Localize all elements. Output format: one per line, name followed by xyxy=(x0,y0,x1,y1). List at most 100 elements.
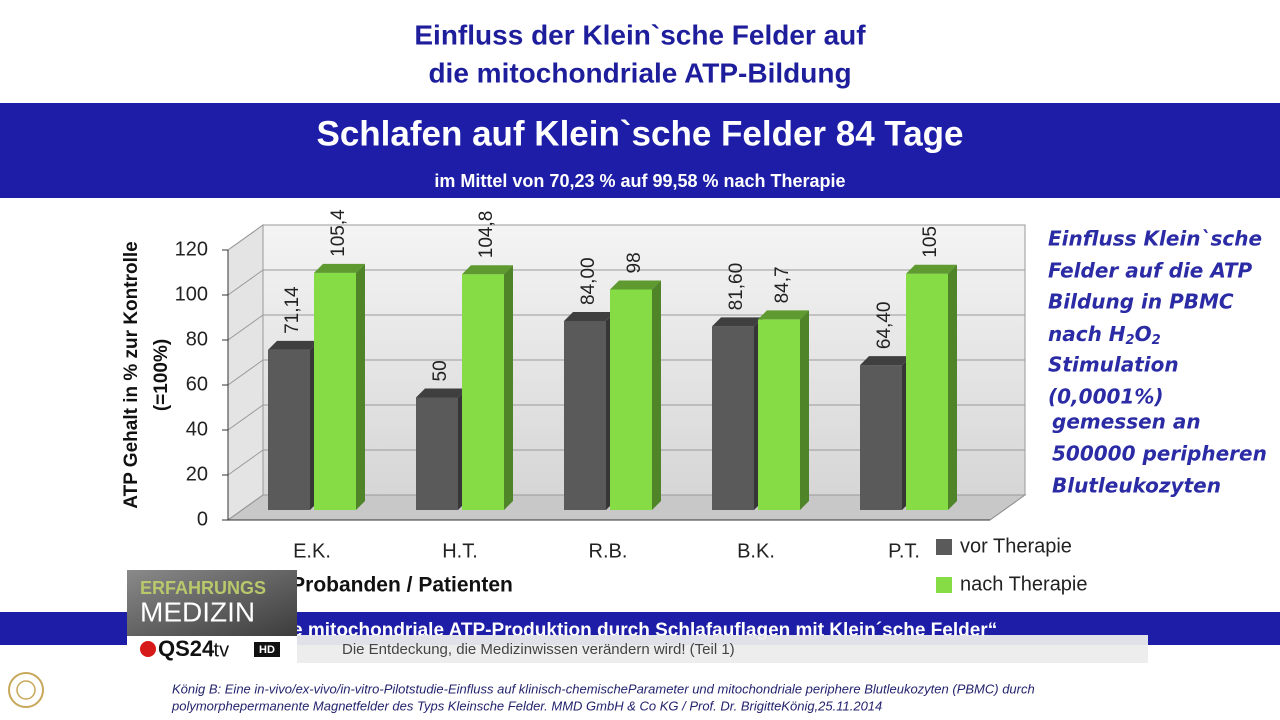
bar-front xyxy=(314,272,356,510)
emblem-core xyxy=(16,680,36,700)
note-line: Felder auf die ATP xyxy=(1048,259,1253,283)
bar-top xyxy=(758,310,809,320)
bar-side xyxy=(948,264,957,510)
logo-line2: MEDIZIN xyxy=(140,596,255,627)
bar-front xyxy=(860,365,902,510)
value-label: 105,4 xyxy=(328,209,349,257)
bar-top xyxy=(314,263,365,273)
bar xyxy=(860,356,911,510)
emblem-ring xyxy=(8,672,44,708)
value-label: 64,40 xyxy=(874,302,895,350)
note-line: Blutleukozyten xyxy=(1052,474,1221,498)
y-tick-label: 100 xyxy=(175,283,208,305)
bar-front xyxy=(610,289,652,510)
banner-title: Schlafen auf Klein`sche Felder 84 Tage xyxy=(316,114,963,153)
value-label: 81,60 xyxy=(726,263,747,311)
bar-top xyxy=(610,280,661,290)
x-tick-label: P.T. xyxy=(888,540,920,562)
bar-front xyxy=(906,273,948,510)
note-line: gemessen an xyxy=(1052,410,1201,434)
title: die mitochondriale ATP-Bildung xyxy=(428,57,851,88)
note-line: (0,0001%) xyxy=(1048,385,1164,409)
formula-part: O xyxy=(1135,322,1152,346)
logo-brand: QS24 xyxy=(158,636,215,661)
note-line: Stimulation xyxy=(1048,353,1179,377)
badge-box xyxy=(254,642,280,657)
value-label: 84,00 xyxy=(578,257,599,305)
bar xyxy=(906,264,957,510)
y-tick-label: 20 xyxy=(186,463,208,485)
bar-front xyxy=(564,321,606,510)
y-tick-label: 120 xyxy=(175,238,208,260)
banner xyxy=(0,103,1280,198)
bar-top xyxy=(906,264,957,274)
bar-top xyxy=(462,265,513,275)
bar-top xyxy=(416,388,467,398)
legend-swatch xyxy=(936,577,952,593)
channel-logo: ERFAHRUNGS MEDIZIN QS24 .tv HD xyxy=(127,570,297,663)
note-line: Bildung in PBMC xyxy=(1048,290,1234,314)
legend-label: nach Therapie xyxy=(960,573,1088,595)
y-tick-label: 0 xyxy=(197,508,208,530)
emblem xyxy=(8,672,44,708)
note-line: Einfluss Klein`sche xyxy=(1048,227,1262,251)
bar-top xyxy=(712,317,763,327)
caption: Die Entdeckung, die Medizinwissen veränd… xyxy=(342,641,735,658)
footnote: polymorphepermanente Magnetfelder des Ty… xyxy=(171,698,882,713)
chart: 0 20 40 60 80 100 120 ATP Gehalt in % zur Kontr… xyxy=(121,209,1087,597)
bar xyxy=(416,388,467,510)
logo-cross xyxy=(140,641,156,657)
y-tick-label: 60 xyxy=(186,373,208,395)
value-label: 98 xyxy=(624,252,645,273)
grid-line xyxy=(227,269,1025,296)
bar-side xyxy=(652,280,661,510)
y-axis-label: (=100%) xyxy=(151,339,172,411)
formula-sub: 2 xyxy=(1152,333,1161,348)
note-line: 500000 peripheren xyxy=(1052,442,1267,466)
grid-line xyxy=(227,224,1025,251)
note-formula: nach H2O2 xyxy=(1048,322,1161,348)
subtitle: im Mittel von 70,23 % auf 99,58 % nach T… xyxy=(434,171,845,191)
x-tick-label: E.K. xyxy=(293,540,331,562)
bar-top xyxy=(564,312,615,321)
legend-label: vor Therapie xyxy=(960,535,1072,557)
bar xyxy=(564,312,615,510)
bar xyxy=(268,340,319,510)
y-axis-label: ATP Gehalt in % zur Kontrolle xyxy=(121,241,142,508)
bar-front xyxy=(462,274,504,510)
bar-front xyxy=(758,319,800,510)
legend-swatch xyxy=(936,539,952,555)
formula-part: nach H xyxy=(1048,322,1126,346)
bar-side xyxy=(356,263,365,510)
y-tick-label: 80 xyxy=(186,328,208,350)
bar xyxy=(758,310,809,510)
bar-front xyxy=(416,397,458,510)
x-axis-label: Probanden / Patienten xyxy=(291,574,513,597)
x-tick-label: B.K. xyxy=(737,540,775,562)
logo-badge: HD xyxy=(259,644,275,656)
bar xyxy=(314,263,365,510)
bar-top xyxy=(860,356,911,366)
value-label: 104,8 xyxy=(476,211,497,259)
y-tick-label: 40 xyxy=(186,418,208,440)
value-label: 71,14 xyxy=(282,286,303,334)
bar xyxy=(712,317,763,510)
formula-sub: 2 xyxy=(1126,333,1135,348)
value-label: 84,7 xyxy=(772,266,793,303)
logo-box xyxy=(127,570,297,636)
bar-top xyxy=(268,340,319,350)
bar-front xyxy=(712,326,754,510)
footnote: König B: Eine in-vivo/ex-vivo/in-vitro-P… xyxy=(172,681,1035,696)
bar-side xyxy=(504,265,513,510)
bar-front xyxy=(268,349,310,510)
bar-side xyxy=(800,310,809,510)
value-label: 105 xyxy=(920,226,941,258)
title: Einfluss der Klein`sche Felder auf xyxy=(414,19,866,50)
side-note: Einfluss Klein`sche Felder auf die ATP B… xyxy=(1048,227,1267,498)
caption-bar xyxy=(296,635,1148,663)
value-label: 50 xyxy=(430,360,451,381)
bar xyxy=(462,265,513,510)
logo-domain: .tv xyxy=(208,639,229,661)
logo-line1: ERFAHRUNGS xyxy=(140,578,266,598)
